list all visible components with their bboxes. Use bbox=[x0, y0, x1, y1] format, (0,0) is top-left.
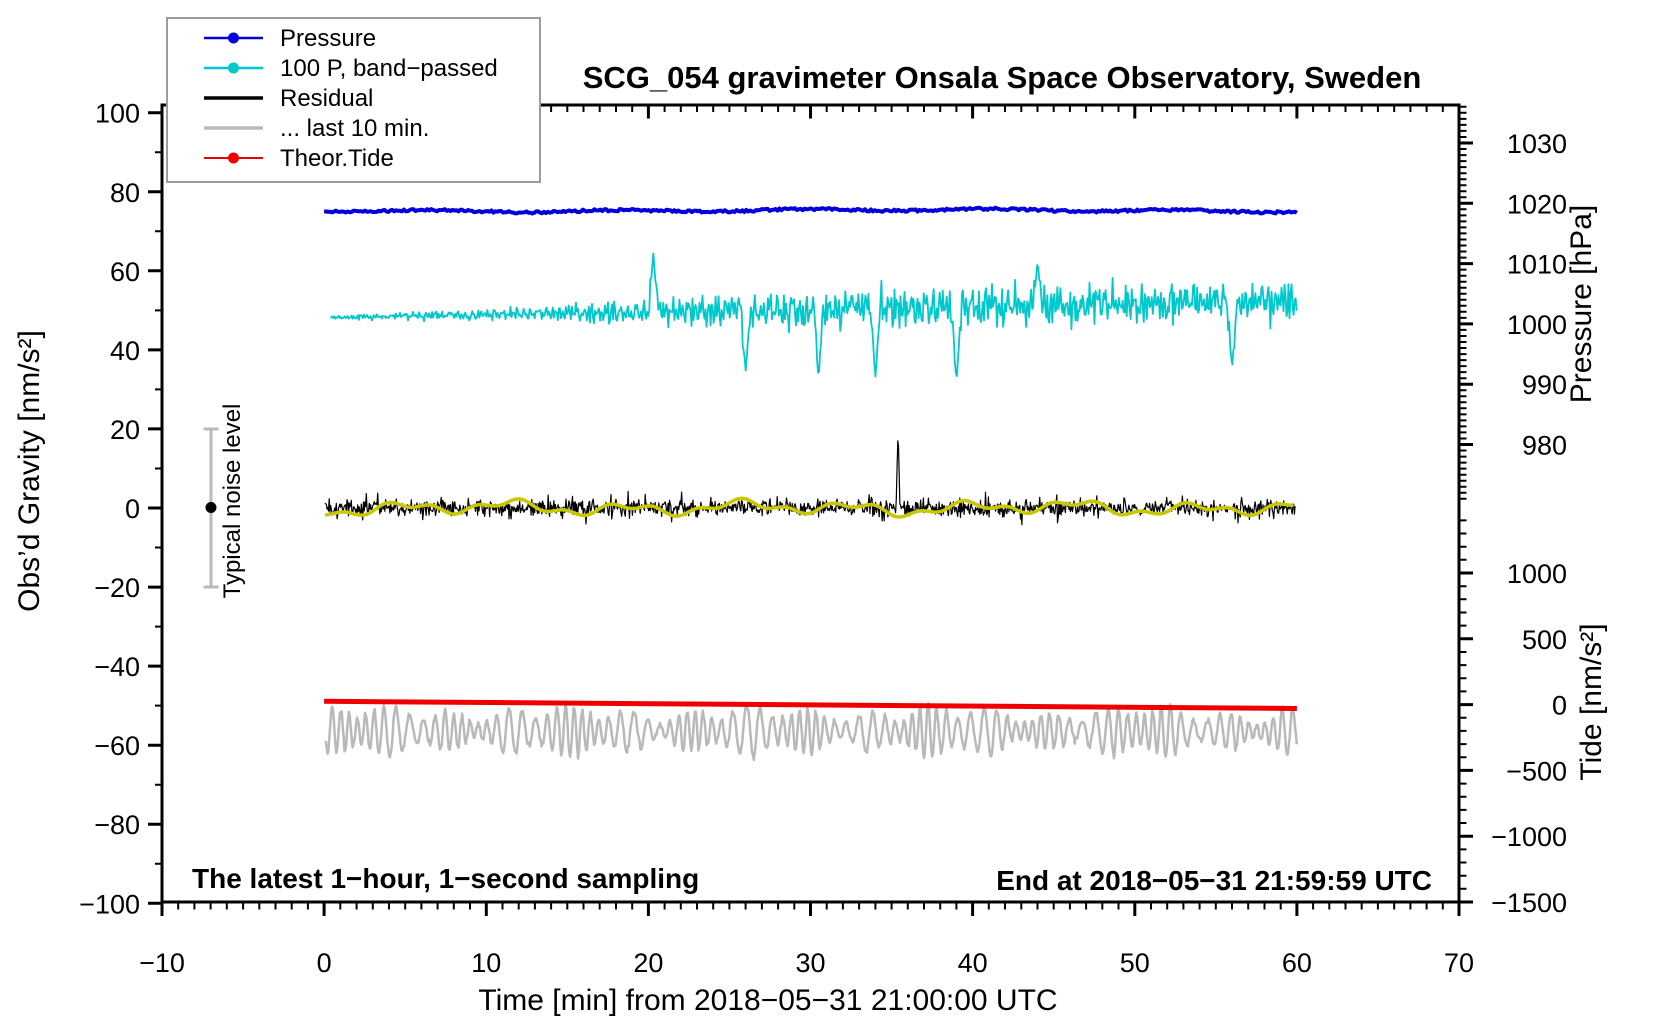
series-bandpassed bbox=[329, 252, 1298, 378]
legend-item-bandpassed: 100 P, band−passed bbox=[204, 55, 498, 82]
x-tick-label: 50 bbox=[1120, 948, 1150, 978]
major-ticks bbox=[148, 105, 1473, 916]
gravity-tick-label: 20 bbox=[110, 415, 140, 445]
legend-label: Theor.Tide bbox=[280, 145, 394, 172]
pressure-tick-label: 990 bbox=[1522, 370, 1567, 400]
axes: −10 0 10 20 30 40 50 60 70100806040200−20−40−60−… bbox=[79, 99, 1567, 978]
noise-level-label: Typical noise level bbox=[219, 404, 246, 599]
noise-bar-dot bbox=[205, 502, 217, 513]
series bbox=[324, 205, 1299, 762]
gravity-tick-label: −80 bbox=[94, 810, 140, 840]
gravity-tick-label: −100 bbox=[79, 889, 140, 919]
legend-item-theortide: Theor.Tide bbox=[204, 145, 394, 172]
legend-dot-marker bbox=[228, 62, 239, 74]
x-tick-label: 60 bbox=[1282, 948, 1312, 978]
x-tick-label: 70 bbox=[1444, 948, 1474, 978]
pressure-tick-label: 980 bbox=[1522, 431, 1567, 461]
tide-tick-label: 1000 bbox=[1507, 559, 1567, 589]
series-theor_tide bbox=[324, 698, 1297, 711]
legend-label: ... last 10 min. bbox=[280, 115, 429, 142]
series-residual_smooth bbox=[324, 496, 1294, 519]
sampling-note: The latest 1−hour, 1−second sampling bbox=[192, 863, 699, 894]
x-tick-label: 20 bbox=[633, 948, 663, 978]
legend-label: 100 P, band−passed bbox=[280, 55, 498, 82]
y-axis-title-tide: Tide [nm/s²] bbox=[1575, 623, 1608, 780]
series-residual bbox=[324, 440, 1296, 526]
gravity-tick-label: −40 bbox=[94, 652, 140, 682]
legend-item-pressure: Pressure bbox=[204, 25, 376, 52]
minor-ticks bbox=[155, 105, 1467, 910]
gravity-tick-label: 100 bbox=[95, 99, 140, 129]
legend-item-last10: ... last 10 min. bbox=[204, 115, 429, 142]
gravity-tick-label: 0 bbox=[125, 494, 140, 524]
gravity-tick-label: 80 bbox=[110, 178, 140, 208]
legend-dot-marker bbox=[228, 32, 239, 44]
tide-tick-label: 500 bbox=[1522, 625, 1567, 655]
tide-tick-label: −1500 bbox=[1491, 888, 1567, 918]
plot-frame bbox=[160, 103, 1461, 904]
gravity-tick-label: −60 bbox=[94, 731, 140, 761]
end-note: End at 2018−05−31 21:59:59 UTC bbox=[996, 865, 1432, 896]
legend: Pressure 100 P, band−passed Residual ...… bbox=[166, 17, 541, 183]
tide-tick-label: 0 bbox=[1552, 691, 1567, 721]
x-tick-label: 0 bbox=[317, 948, 332, 978]
legend-label: Residual bbox=[280, 85, 373, 112]
gravity-tick-label: 60 bbox=[110, 257, 140, 287]
legend-label: Pressure bbox=[280, 25, 376, 52]
tide-tick-label: −500 bbox=[1506, 756, 1567, 786]
pressure-tick-label: 1030 bbox=[1507, 129, 1567, 159]
series-pressure bbox=[324, 205, 1298, 216]
pressure-tick-label: 1010 bbox=[1507, 250, 1567, 280]
gravity-tick-label: 40 bbox=[110, 336, 140, 366]
y-axis-title-pressure: Pressure [hPa] bbox=[1565, 205, 1598, 403]
x-tick-label: 10 bbox=[471, 948, 501, 978]
legend-dot-marker bbox=[228, 152, 239, 164]
tide-tick-label: −1000 bbox=[1491, 822, 1567, 852]
y-axis-title-gravity: Obs’d Gravity [nm/s²] bbox=[13, 330, 46, 612]
x-tick-label: −10 bbox=[139, 948, 185, 978]
x-axis-title: Time [min] from 2018−05−31 21:00:00 UTC bbox=[478, 984, 1057, 1017]
gravity-tick-label: −20 bbox=[94, 573, 140, 603]
x-tick-label: 40 bbox=[958, 948, 988, 978]
x-tick-label: 30 bbox=[795, 948, 825, 978]
series-last10 bbox=[324, 701, 1299, 762]
pressure-tick-label: 1000 bbox=[1507, 310, 1567, 340]
chart-title: SCG_054 gravimeter Onsala Space Observat… bbox=[583, 60, 1422, 95]
noise-level-marker: Typical noise level bbox=[203, 404, 246, 599]
legend-item-residual: Residual bbox=[204, 85, 373, 112]
pressure-tick-label: 1020 bbox=[1507, 189, 1567, 219]
